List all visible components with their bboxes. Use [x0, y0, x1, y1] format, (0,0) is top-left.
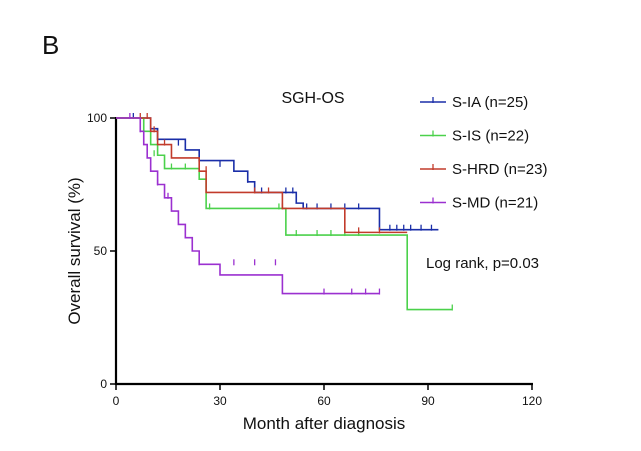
legend-item-2: S-IS (n=22): [420, 128, 529, 145]
survival-curves: [116, 113, 453, 311]
survival-curve: [116, 117, 439, 231]
legend: S-IA (n=25) S-IS (n=22) S-HRD (n=23) S-MD (…: [420, 94, 547, 212]
y-axis-title: Overall survival (%): [65, 177, 84, 324]
x-axis-title: Month after diagnosis: [243, 414, 406, 433]
series-4: [116, 113, 381, 295]
legend-item-4: S-MD (n=21): [420, 195, 538, 212]
legend-label: S-IA (n=25): [452, 94, 528, 111]
x-tick-label: 120: [522, 394, 542, 408]
survival-curve: [116, 117, 453, 311]
y-tick-label: 100: [87, 111, 107, 125]
legend-label: S-MD (n=21): [452, 195, 538, 212]
legend-label: S-IS (n=22): [452, 128, 529, 145]
legend-item-3: S-HRD (n=23): [420, 161, 547, 178]
panel-letter: B: [42, 30, 60, 60]
survival-curve: [116, 117, 408, 234]
x-tick-label: 90: [421, 394, 435, 408]
axes: 0 30 60 90 120 0 50 100: [87, 111, 542, 408]
x-tick-label: 30: [213, 394, 227, 408]
series-1: [116, 113, 439, 231]
series-2: [116, 117, 453, 311]
log-rank-annotation: Log rank, p=0.03: [426, 255, 539, 272]
series-3: [116, 113, 408, 234]
x-tick-label: 60: [317, 394, 331, 408]
y-tick-label: 0: [100, 377, 107, 391]
x-tick-label: 0: [113, 394, 120, 408]
legend-item-1: S-IA (n=25): [420, 94, 528, 111]
survival-curve: [116, 117, 380, 295]
chart-title: SGH-OS: [281, 90, 344, 107]
legend-label: S-HRD (n=23): [452, 161, 547, 178]
y-tick-label: 50: [94, 244, 108, 258]
